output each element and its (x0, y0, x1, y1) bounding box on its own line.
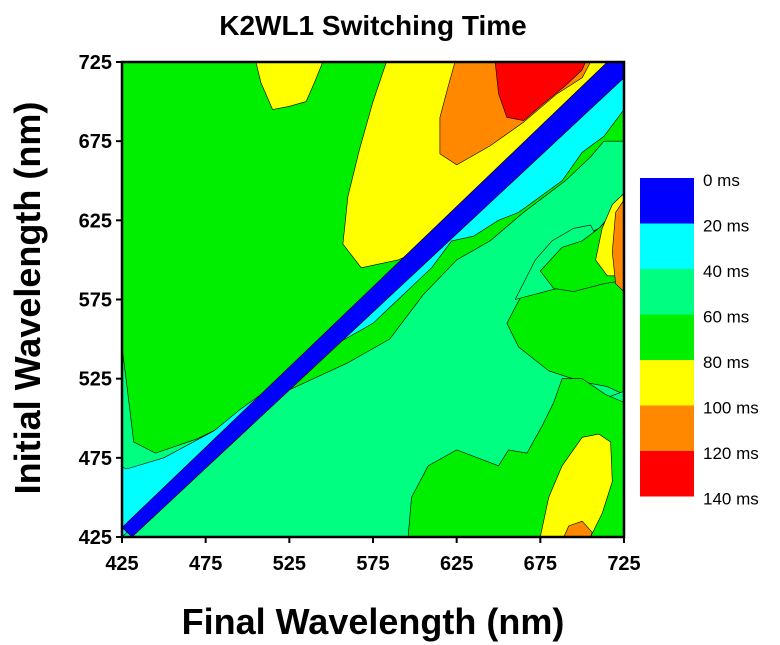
legend-swatch (640, 178, 694, 224)
legend-label: 80 ms (703, 353, 749, 372)
y-tick-label: 575 (79, 290, 112, 312)
x-axis-ticks: 425 475 525 575 625 675 725 (105, 537, 641, 575)
legend-swatch (640, 269, 694, 315)
contour-region-13 (494, 62, 586, 121)
y-tick-label: 425 (79, 527, 112, 549)
legend-label: 40 ms (703, 262, 749, 281)
y-axis-title: Initial Wavelength (nm) (7, 102, 48, 495)
legend-swatch (640, 223, 694, 269)
legend-label: 60 ms (703, 308, 749, 327)
x-tick-label: 575 (356, 553, 389, 575)
legend-swatch (640, 405, 694, 451)
y-tick-label: 525 (79, 369, 112, 391)
legend-label: 20 ms (703, 217, 749, 236)
y-axis-ticks: 425 475 525 575 625 675 725 (79, 52, 122, 549)
contour-region-11 (611, 199, 624, 292)
y-tick-label: 475 (79, 448, 112, 470)
contour-region-8 (255, 62, 324, 110)
contour-regions (122, 62, 624, 537)
x-tick-label: 625 (440, 553, 473, 575)
x-tick-label: 725 (607, 553, 640, 575)
x-tick-label: 675 (524, 553, 557, 575)
legend-label: 140 ms (703, 490, 759, 509)
y-tick-label: 625 (79, 210, 112, 232)
legend-swatch (640, 451, 694, 497)
x-tick-label: 475 (189, 553, 222, 575)
contour-region-6 (539, 433, 613, 537)
x-tick-label: 425 (105, 553, 138, 575)
x-axis-title: Final Wavelength (nm) (182, 601, 565, 642)
contour-region-12 (563, 520, 593, 537)
chart-title: K2WL1 Switching Time (219, 10, 527, 41)
legend-swatch (640, 360, 694, 406)
legend-label: 100 ms (703, 399, 759, 418)
legend-swatch (640, 314, 694, 360)
color-legend: 0 ms 20 ms 40 ms 60 ms 80 ms 100 ms 120 ms 140 … (640, 171, 759, 509)
y-tick-label: 675 (79, 131, 112, 153)
contour-region-15 (122, 62, 624, 537)
x-tick-label: 525 (273, 553, 306, 575)
legend-label: 0 ms (703, 171, 740, 190)
legend-label: 120 ms (703, 444, 759, 463)
y-tick-label: 725 (79, 52, 112, 74)
